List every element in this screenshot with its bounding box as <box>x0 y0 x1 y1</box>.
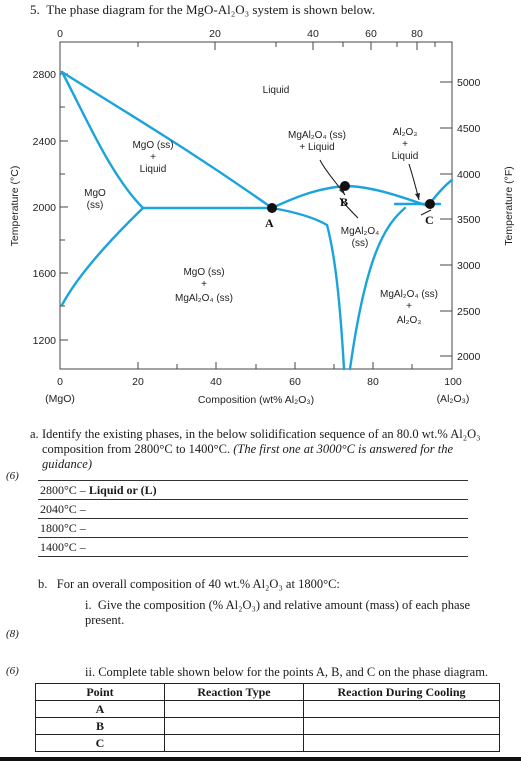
part-b-i-marks: (8) <box>6 628 19 640</box>
region-spinel-liquid-1: MgAl₂O₄ (ss) <box>288 130 346 141</box>
solvus-mgo <box>60 206 145 307</box>
region-liquid: Liquid <box>263 85 290 96</box>
spinel-solidus-left <box>270 206 329 227</box>
top-tick-label: 20 <box>209 28 221 40</box>
y2-tick-label: 4000 <box>457 169 481 181</box>
top-tick-label: 40 <box>307 28 319 40</box>
spinel-solvus-left <box>325 223 346 371</box>
region-mgo-liquid-2: + <box>150 152 156 163</box>
spinel-solvus-right <box>348 206 407 371</box>
x-right-end: (Al₂O₃) <box>437 393 470 405</box>
question-title: 5. The phase diagram for the MgO-Al₂O₃ s… <box>30 2 376 17</box>
part-b-ii-question: ii. Complete table shown below for the p… <box>85 665 489 679</box>
region-mgo-ss-2: (ss) <box>87 200 104 211</box>
region-al2o3-liquid-1: Al₂O₃ <box>393 127 418 138</box>
phase-diagram: A B C Liquid MgO (ss) + Liquid MgO (ss) … <box>9 28 515 406</box>
y-tick-label: 2400 <box>33 136 57 148</box>
solidus-mgo-upper <box>60 70 145 210</box>
bottom-tick-label: 100 <box>444 376 462 388</box>
y-tick-label: 2800 <box>33 69 57 81</box>
reaction-type-cell[interactable] <box>164 717 304 735</box>
part-b-question: b. For an overall composition of 40 wt.%… <box>38 577 340 591</box>
point-c <box>425 199 435 209</box>
phase-boundaries <box>60 70 454 371</box>
region-mgo-spinel-3: MgAl₂O₄ (ss) <box>175 293 233 304</box>
seq-row[interactable]: 2800°C – Liquid or (L) <box>38 480 468 500</box>
region-al2o3-liquid-3: Liquid <box>392 151 419 162</box>
invariant-points <box>267 181 435 213</box>
region-spinel-1: MgAl₂O₄ <box>341 226 380 237</box>
region-mgo-ss-1: MgO <box>84 188 106 199</box>
table-row-point: C <box>35 734 165 752</box>
region-al2o3-liquid-2: + <box>402 139 408 150</box>
y2-tick-label: 2000 <box>457 351 481 363</box>
top-ticks <box>59 42 436 50</box>
liquidus-left <box>60 70 274 210</box>
table-row-point: B <box>35 717 165 735</box>
reaction-table: Point Reaction Type Reaction During Cool… <box>35 683 500 752</box>
col-header-reaction-cooling: Reaction During Cooling <box>303 683 500 701</box>
reaction-cooling-cell[interactable] <box>303 700 500 718</box>
point-b-label: B <box>340 195 348 209</box>
bottom-border <box>0 757 521 761</box>
part-a-guidance: (The first one at 3000°C is answered for… <box>42 442 454 471</box>
y2-tick-label: 3000 <box>457 260 481 272</box>
bottom-tick-label: 80 <box>367 376 379 388</box>
part-a-marks: (6) <box>6 470 19 482</box>
seq-row[interactable]: 2040°C – <box>38 500 468 519</box>
bottom-tick-label: 40 <box>210 376 222 388</box>
bottom-tick-label: 0 <box>57 376 63 388</box>
reaction-type-cell[interactable] <box>164 700 304 718</box>
left-ticks <box>60 73 68 341</box>
x-axis-title: Composition (wt% Al₂O₃) <box>198 394 314 406</box>
col-header-reaction-type: Reaction Type <box>164 683 304 701</box>
y2-axis-title: Temperature (°F) <box>503 166 515 245</box>
region-mgo-liquid-3: Liquid <box>140 164 167 175</box>
right-ticks <box>440 81 452 357</box>
point-a-label: A <box>265 216 274 230</box>
bottom-tick-label: 20 <box>132 376 144 388</box>
y2-tick-label: 4500 <box>457 123 481 135</box>
top-tick-label: 0 <box>57 28 63 40</box>
point-b <box>340 181 350 191</box>
point-c-label: C <box>425 213 434 227</box>
part-a-question: a. Identify the existing phases, in the … <box>30 427 502 472</box>
y-tick-label: 1600 <box>33 268 57 280</box>
reaction-cooling-cell[interactable] <box>303 734 500 752</box>
top-tick-label: 60 <box>365 28 377 40</box>
top-tick-label: 80 <box>411 28 423 40</box>
region-spinel-2: (ss) <box>352 238 369 249</box>
reaction-type-cell[interactable] <box>164 734 304 752</box>
x-left-end: (MgO) <box>45 393 75 405</box>
plot-frame <box>59 41 453 370</box>
reaction-cooling-cell[interactable] <box>303 717 500 735</box>
y-tick-label: 1200 <box>33 335 57 347</box>
solidification-table: 2800°C – Liquid or (L) 2040°C – 1800°C –… <box>38 480 468 557</box>
table-row-point: A <box>35 700 165 718</box>
part-b-i-question: i. Give the composition (% Al₂O₃) and re… <box>85 598 471 627</box>
region-mgo-spinel-2: + <box>201 279 207 290</box>
part-a-label: a. <box>30 427 39 441</box>
y-axis-title: Temperature (°C) <box>9 166 21 247</box>
region-spinel-liquid-2: + Liquid <box>299 142 334 153</box>
y2-tick-label: 2500 <box>457 306 481 318</box>
region-spinel-al2o3-3: Al₂O₃ <box>397 315 422 326</box>
y2-tick-label: 3500 <box>457 214 481 226</box>
region-spinel-al2o3-2: + <box>406 301 412 312</box>
part-b-ii-marks: (6) <box>6 665 19 677</box>
bottom-ticks <box>137 362 413 369</box>
region-spinel-al2o3-1: MgAl₂O₄ (ss) <box>380 289 438 300</box>
region-mgo-liquid-1: MgO (ss) <box>132 140 173 151</box>
part-a-text-main: Identify the existing phases, in the bel… <box>42 427 481 456</box>
region-mgo-spinel-1: MgO (ss) <box>183 267 224 278</box>
seq-row[interactable]: 1800°C – <box>38 519 468 538</box>
bottom-tick-label: 60 <box>289 376 301 388</box>
y-tick-label: 2000 <box>33 202 57 214</box>
col-header-point: Point <box>35 683 165 701</box>
seq-row[interactable]: 1400°C – <box>38 538 468 557</box>
y2-tick-label: 5000 <box>457 77 481 89</box>
point-a <box>267 203 277 213</box>
